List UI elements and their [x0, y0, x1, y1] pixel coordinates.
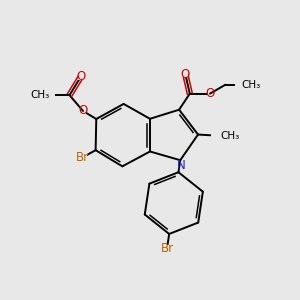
FancyBboxPatch shape [44, 92, 55, 98]
Text: N: N [177, 159, 186, 172]
FancyBboxPatch shape [77, 154, 87, 161]
FancyBboxPatch shape [211, 132, 222, 139]
FancyBboxPatch shape [80, 108, 86, 114]
Text: O: O [76, 70, 86, 83]
FancyBboxPatch shape [235, 81, 247, 88]
Text: O: O [181, 68, 190, 81]
Text: O: O [78, 104, 88, 118]
Text: Br: Br [160, 242, 173, 255]
FancyBboxPatch shape [207, 91, 213, 97]
Text: O: O [206, 87, 214, 100]
Text: CH₃: CH₃ [30, 90, 49, 100]
FancyBboxPatch shape [78, 74, 84, 80]
Text: CH₃: CH₃ [220, 130, 239, 141]
Text: Br: Br [76, 151, 89, 164]
FancyBboxPatch shape [182, 71, 188, 77]
FancyBboxPatch shape [178, 162, 185, 169]
FancyBboxPatch shape [162, 245, 172, 252]
Text: CH₃: CH₃ [241, 80, 260, 90]
